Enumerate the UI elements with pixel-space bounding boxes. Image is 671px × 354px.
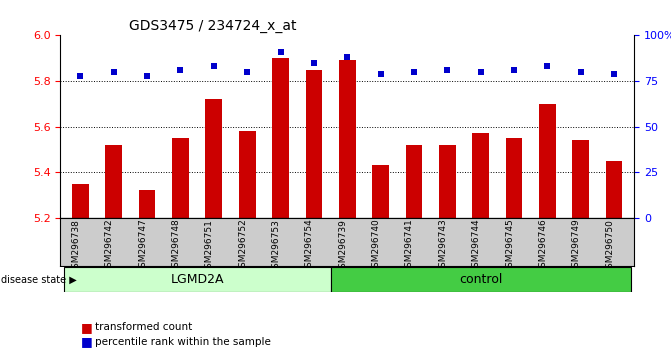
Point xyxy=(242,69,252,75)
Point xyxy=(509,67,519,73)
Text: GSM296747: GSM296747 xyxy=(138,219,147,273)
Text: GSM296738: GSM296738 xyxy=(71,219,81,274)
Point xyxy=(609,71,619,76)
Text: GSM296749: GSM296749 xyxy=(572,219,580,273)
Point xyxy=(275,49,286,55)
Bar xyxy=(606,161,623,218)
Point xyxy=(342,55,353,60)
Bar xyxy=(139,190,156,218)
Text: GSM296746: GSM296746 xyxy=(538,219,548,273)
Point xyxy=(175,67,186,73)
Text: LGMD2A: LGMD2A xyxy=(170,273,224,286)
Text: GDS3475 / 234724_x_at: GDS3475 / 234724_x_at xyxy=(130,19,297,33)
Bar xyxy=(506,138,522,218)
Text: GSM296751: GSM296751 xyxy=(205,219,214,274)
Bar xyxy=(105,145,122,218)
Bar xyxy=(331,267,631,292)
Text: GSM296741: GSM296741 xyxy=(405,219,414,273)
Bar xyxy=(72,183,89,218)
Bar xyxy=(64,267,331,292)
Bar xyxy=(272,58,289,218)
Text: GSM296739: GSM296739 xyxy=(338,219,348,274)
Bar xyxy=(372,165,389,218)
Text: GSM296753: GSM296753 xyxy=(272,219,280,274)
Text: GSM296743: GSM296743 xyxy=(438,219,448,273)
Text: disease state ▶: disease state ▶ xyxy=(1,275,76,285)
Text: ■: ■ xyxy=(81,321,93,334)
Point xyxy=(375,71,386,76)
Bar xyxy=(572,140,589,218)
Point xyxy=(442,67,453,73)
Point xyxy=(575,69,586,75)
Text: GSM296742: GSM296742 xyxy=(105,219,114,273)
Text: control: control xyxy=(459,273,503,286)
Text: GSM296754: GSM296754 xyxy=(305,219,314,273)
Point xyxy=(542,64,553,69)
Point xyxy=(75,73,86,78)
Point xyxy=(309,60,319,65)
Point xyxy=(142,73,152,78)
Text: GSM296750: GSM296750 xyxy=(605,219,614,274)
Text: GSM296748: GSM296748 xyxy=(172,219,180,273)
Text: GSM296740: GSM296740 xyxy=(372,219,380,273)
Bar xyxy=(405,145,422,218)
Bar xyxy=(339,61,356,218)
Point xyxy=(109,69,119,75)
Bar xyxy=(439,145,456,218)
Point xyxy=(409,69,419,75)
Bar xyxy=(305,70,322,218)
Bar xyxy=(239,131,256,218)
Bar xyxy=(205,99,222,218)
Point xyxy=(475,69,486,75)
Bar xyxy=(539,104,556,218)
Text: transformed count: transformed count xyxy=(95,322,193,332)
Text: GSM296752: GSM296752 xyxy=(238,219,247,273)
Text: GSM296744: GSM296744 xyxy=(472,219,480,273)
Bar xyxy=(472,133,489,218)
Text: ■: ■ xyxy=(81,335,93,348)
Text: percentile rank within the sample: percentile rank within the sample xyxy=(95,337,271,347)
Bar xyxy=(172,138,189,218)
Point xyxy=(209,64,219,69)
Text: GSM296745: GSM296745 xyxy=(505,219,514,273)
